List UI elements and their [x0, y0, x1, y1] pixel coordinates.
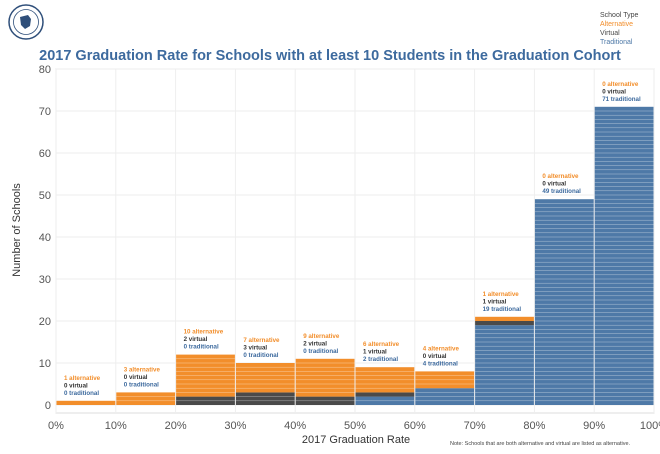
- y-tick-label: 60: [39, 148, 51, 160]
- bar-annotation: 1 virtual: [363, 349, 387, 356]
- bar-segment-virtual: [235, 392, 295, 405]
- bar-annotation: 0 virtual: [602, 88, 626, 95]
- x-tick-label: 50%: [344, 420, 366, 432]
- x-tick-label: 70%: [464, 420, 486, 432]
- bar-segment-alternative: [56, 400, 116, 405]
- y-tick-label: 70: [39, 106, 51, 118]
- bar-annotation: 0 traditional: [124, 381, 159, 388]
- bar-annotation: 0 virtual: [542, 181, 566, 188]
- bar-segment-traditional: [475, 325, 534, 405]
- bar-annotation: 0 traditional: [303, 348, 338, 355]
- bar-annotation: 3 alternative: [124, 366, 161, 373]
- bar-annotation: 1 virtual: [483, 298, 507, 305]
- seal-logo-icon: [8, 4, 44, 40]
- bar-annotation: 49 traditional: [542, 188, 581, 195]
- bar-segment-alternative: [235, 363, 295, 393]
- bar-annotation: 4 alternative: [423, 345, 460, 352]
- y-axis-label: Number of Schools: [11, 183, 23, 277]
- y-tick-label: 80: [39, 64, 51, 76]
- bar-segment-alternative: [116, 392, 176, 405]
- bar-annotation: 0 alternative: [602, 81, 639, 88]
- bar-annotation: 6 alternative: [363, 341, 400, 348]
- bar-annotation: 19 traditional: [483, 306, 522, 313]
- x-tick-label: 10%: [105, 420, 127, 432]
- bar-annotation: 1 alternative: [483, 291, 520, 298]
- bar-segment-virtual: [475, 321, 534, 326]
- footnote: Note: Schools that are both alternative …: [450, 441, 631, 447]
- bar-annotation: 4 traditional: [423, 360, 458, 367]
- bar-annotation: 7 alternative: [243, 337, 280, 344]
- legend-item-virtual[interactable]: Virtual: [600, 30, 620, 37]
- bar-segment-virtual: [355, 392, 415, 397]
- bar-annotation: 10 alternative: [184, 329, 224, 336]
- y-tick-label: 50: [39, 190, 51, 202]
- bar-segment-traditional: [594, 106, 654, 406]
- legend-item-alternative[interactable]: Alternative: [600, 21, 634, 28]
- bar-annotation: 0 traditional: [64, 390, 99, 397]
- bar-annotation: 9 alternative: [303, 333, 340, 340]
- bar-annotation: 0 virtual: [423, 353, 447, 360]
- x-axis-label: 2017 Graduation Rate: [301, 434, 411, 446]
- y-tick-label: 0: [45, 400, 51, 412]
- bar-annotation: 2 virtual: [303, 340, 327, 347]
- x-tick-label: 0%: [48, 420, 64, 432]
- x-tick-label: 30%: [224, 420, 246, 432]
- x-tick-label: 100%: [640, 420, 660, 432]
- legend-item-traditional[interactable]: Traditional: [600, 39, 633, 46]
- y-tick-label: 30: [39, 274, 51, 286]
- bar-segment-traditional: [534, 199, 594, 405]
- y-tick-label: 20: [39, 316, 51, 328]
- legend-title: School Type: [600, 12, 639, 19]
- bar-annotation: 2 virtual: [184, 336, 208, 343]
- bar-annotation: 0 traditional: [243, 352, 278, 359]
- bar-annotation: 0 virtual: [124, 374, 148, 381]
- y-tick-label: 10: [39, 358, 51, 370]
- chart-title: 2017 Graduation Rate for Schools with at…: [39, 48, 621, 64]
- bar-annotation: 3 virtual: [243, 345, 267, 352]
- bar-annotation: 0 alternative: [542, 173, 579, 180]
- y-tick-label: 40: [39, 232, 51, 244]
- bar-annotation: 0 virtual: [64, 382, 88, 389]
- bar-segment-alternative: [475, 316, 534, 321]
- x-tick-label: 90%: [583, 420, 605, 432]
- bar-annotation: 1 alternative: [64, 375, 101, 382]
- bar-segment-alternative: [295, 358, 355, 397]
- bar-annotation: 0 traditional: [184, 344, 219, 351]
- x-tick-label: 40%: [284, 420, 306, 432]
- legend: School Type Alternative Virtual Traditio…: [600, 11, 638, 47]
- x-tick-label: 60%: [404, 420, 426, 432]
- bar-annotation: 2 traditional: [363, 356, 398, 363]
- x-tick-label: 20%: [165, 420, 187, 432]
- x-tick-label: 80%: [523, 420, 545, 432]
- bar-annotation: 71 traditional: [602, 96, 641, 103]
